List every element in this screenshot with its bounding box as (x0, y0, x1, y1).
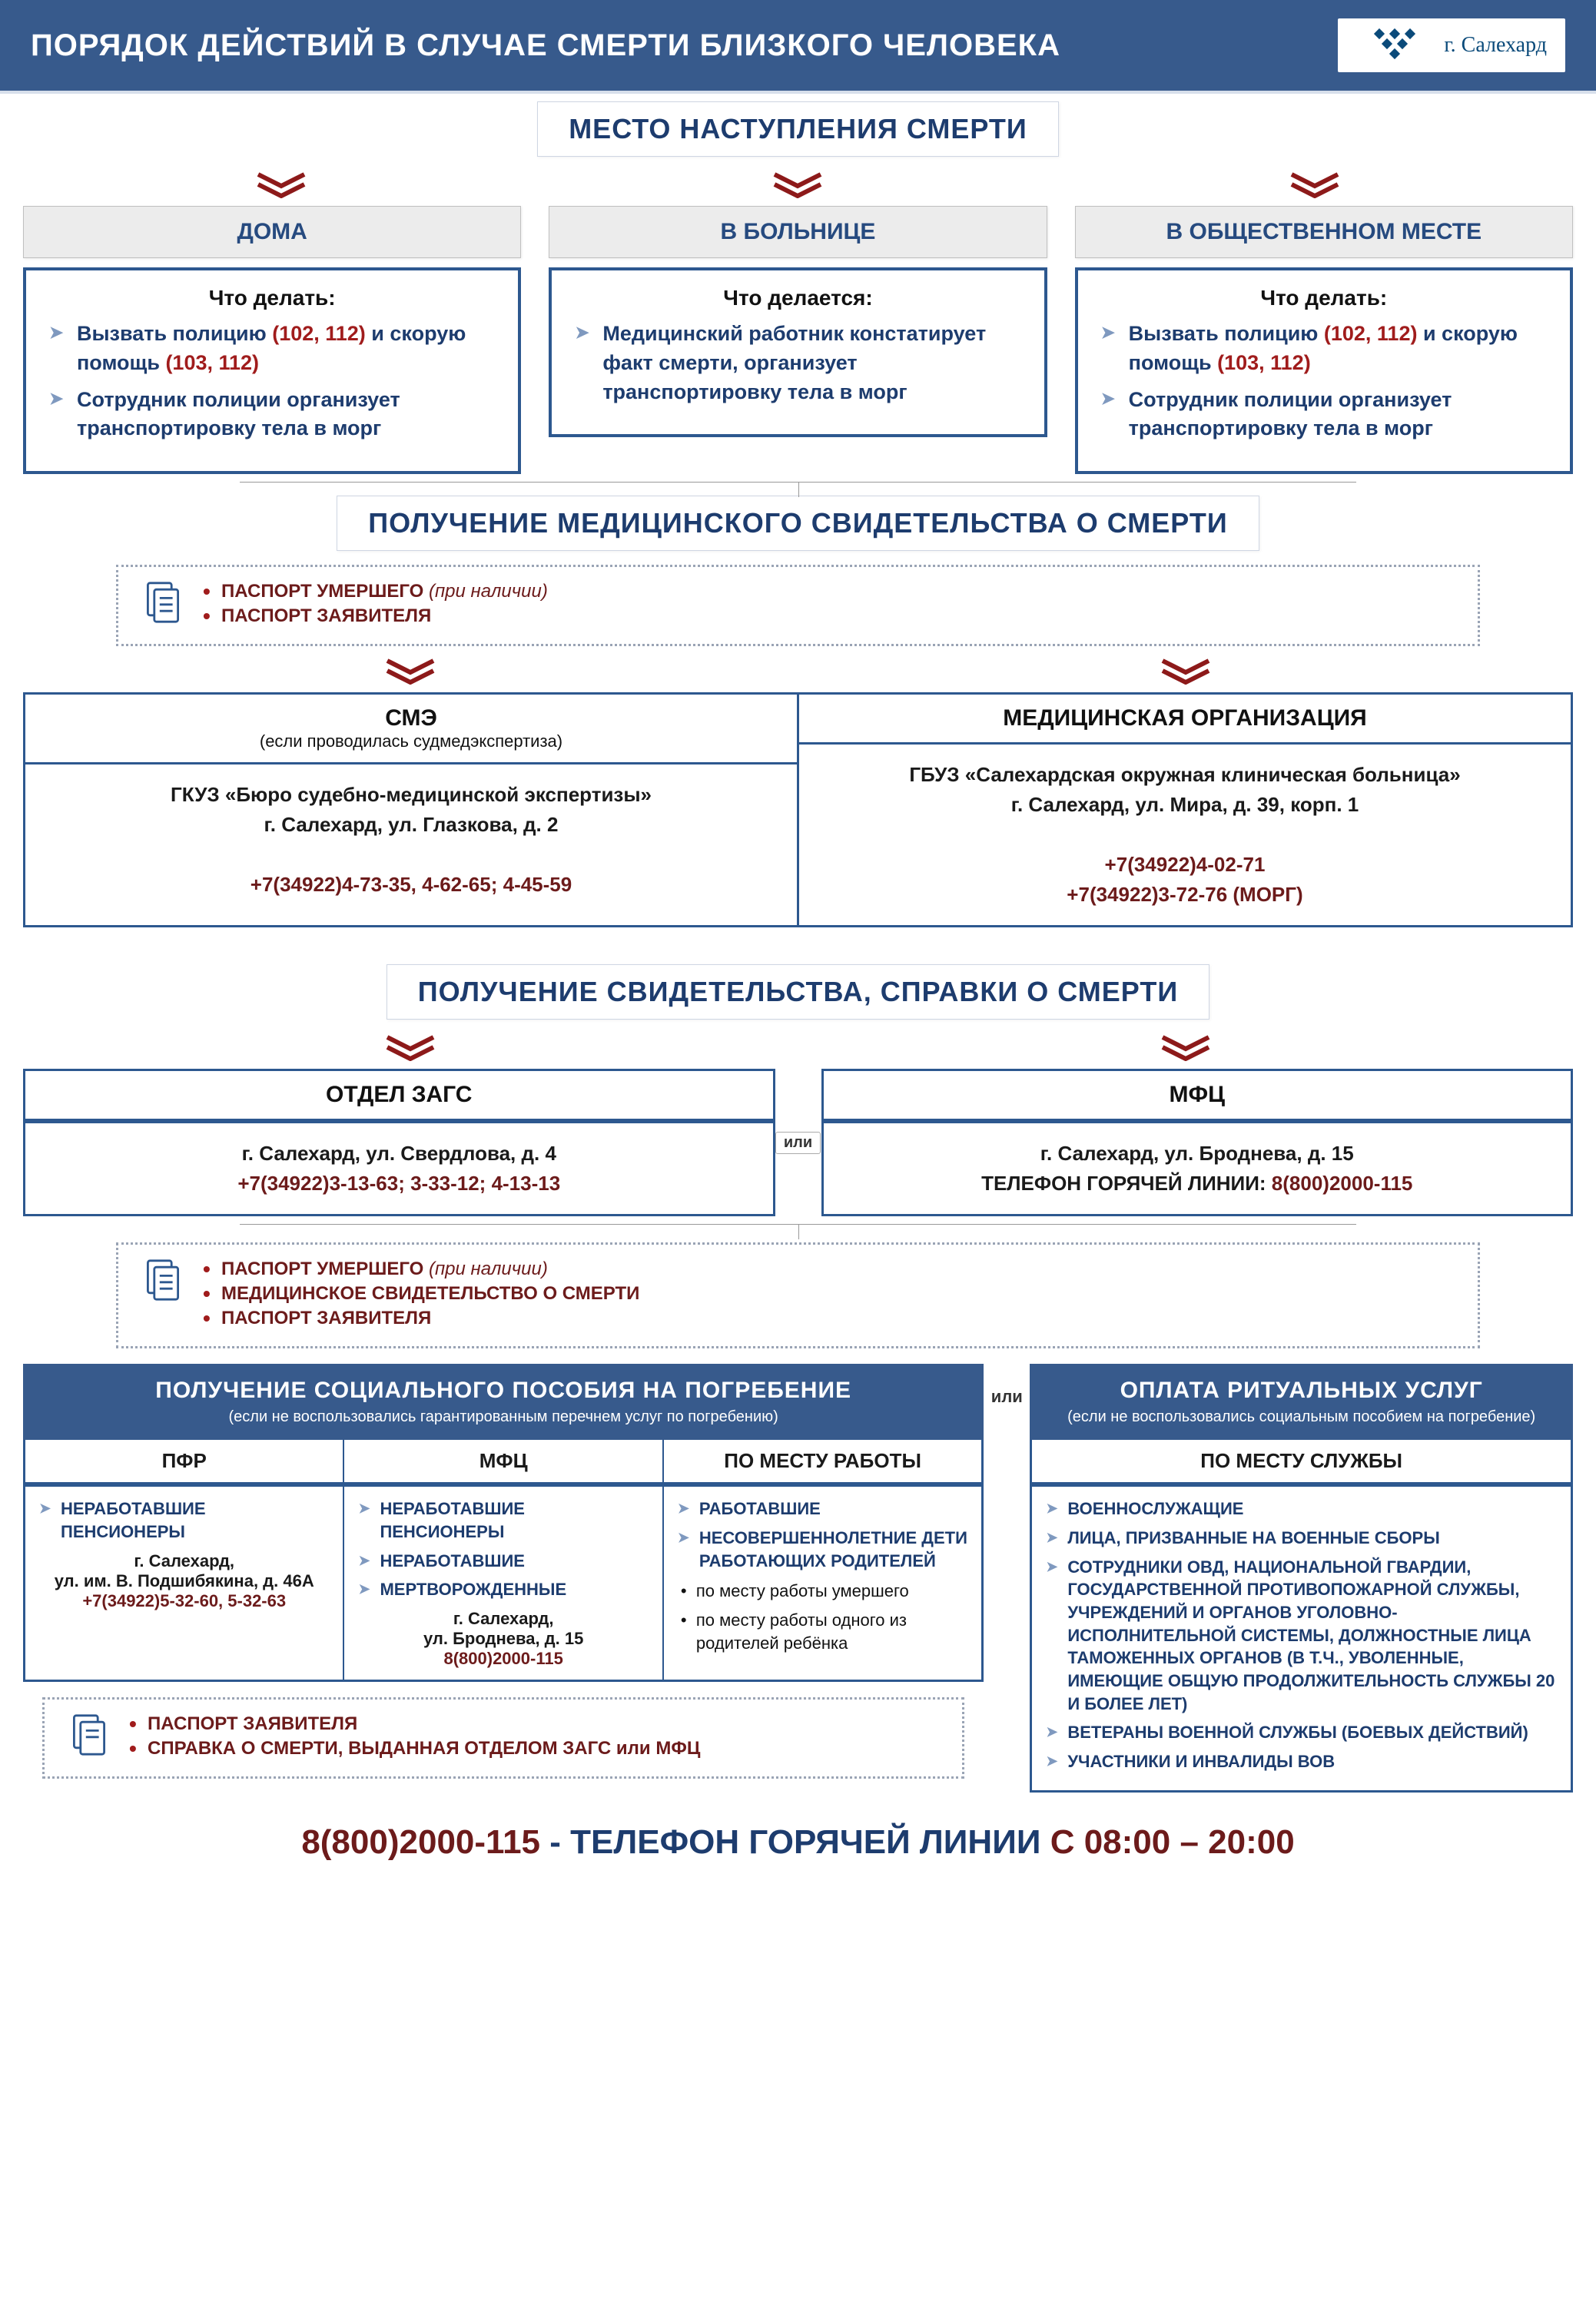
benefit-note: по месту работы умершего (678, 1580, 967, 1603)
benefit-item: РАБОТАВШИЕ (678, 1497, 967, 1521)
benefit-col-head: ПФР (25, 1440, 343, 1487)
org-head: ОТДЕЛ ЗАГС (25, 1071, 773, 1123)
logo-icon (1356, 26, 1433, 65)
city-label: г. Салехард (1444, 33, 1547, 58)
benefit-col-body: НЕРАБОТАВШИЕ ПЕНСИОНЕРЫ г. Салехард,ул. … (25, 1487, 343, 1621)
action-item: Медицинский работник констатирует факт с… (575, 320, 1020, 406)
chevron-down-icon (1159, 657, 1213, 685)
hotline-hours: С 08:00 – 20:00 (1050, 1823, 1295, 1861)
docs-box-1: ПАСПОРТ УМЕРШЕГО (при наличии) ПАСПОРТ ЗА… (116, 565, 1480, 646)
doc-item: ПАСПОРТ УМЕРШЕГО (при наличии) (203, 1259, 639, 1280)
doc-item: ПАСПОРТ ЗАЯВИТЕЛЯ (203, 1308, 639, 1329)
document-icon (68, 1713, 111, 1756)
ritual-title: ОПЛАТА РИТУАЛЬНЫХ УСЛУГ (1045, 1378, 1558, 1404)
service-item: ВОЕННОСЛУЖАЩИЕ (1046, 1497, 1557, 1521)
action-box: Что делать: Вызвать полицию (102, 112) и… (1075, 267, 1573, 474)
benefit-addr: г. Салехард,ул. им. В. Подшибякина, д. 4… (39, 1551, 329, 1611)
ritual-header: ОПЛАТА РИТУАЛЬНЫХ УСЛУГ (если не восполь… (1030, 1364, 1573, 1440)
action-item: Сотрудник полиции организует транспортир… (49, 386, 495, 444)
action-sub: Что делать: (1101, 286, 1547, 310)
org-body: ГКУЗ «Бюро судебно-медицинской экспертиз… (25, 764, 797, 915)
chevron-down-icon (254, 171, 308, 198)
benefit-col-head: МФЦ (344, 1440, 662, 1487)
social-benefit-sub: (если не воспользовались гарантированным… (38, 1408, 968, 1426)
action-sub: Что делается: (575, 286, 1020, 310)
service-place-head: ПО МЕСТУ СЛУЖБЫ (1032, 1440, 1571, 1487)
connector (178, 1216, 1418, 1232)
footer-hotline: 8(800)2000-115 - ТЕЛЕФОН ГОРЯЧЕЙ ЛИНИИ С… (23, 1823, 1573, 1862)
benefit-item: НЕРАБОТАВШИЕ ПЕНСИОНЕРЫ (39, 1497, 329, 1543)
action-box: Что делается: Медицинский работник конст… (549, 267, 1047, 437)
connector (178, 474, 1418, 489)
org-head: МФЦ (824, 1071, 1571, 1123)
doc-item: ПАСПОРТ УМЕРШЕГО (при наличии) (203, 581, 548, 602)
service-item: УЧАСТНИКИ И ИНВАЛИДЫ ВОВ (1046, 1750, 1557, 1773)
benefit-item: НЕРАБОТАВШИЕ ПЕНСИОНЕРЫ (358, 1497, 648, 1543)
social-benefit-title: ПОЛУЧЕНИЕ СОЦИАЛЬНОГО ПОСОБИЯ НА ПОГРЕБЕ… (38, 1378, 968, 1404)
benefit-col-body: НЕРАБОТАВШИЕ ПЕНСИОНЕРЫ НЕРАБОТАВШИЕ МЕРТВ… (344, 1487, 662, 1680)
org-table-1: СМЭ(если проводилась судмедэкспертиза) Г… (23, 692, 1573, 927)
action-item: Вызвать полицию (102, 112) и скорую помо… (1101, 320, 1547, 378)
org-body: г. Салехард, ул. Свердлова, д. 4+7(34922… (25, 1123, 773, 1214)
page-title: ПОРЯДОК ДЕЙСТВИЙ В СЛУЧАЕ СМЕРТИ БЛИЗКОГ… (31, 28, 1060, 63)
action-box: Что делать: Вызвать полицию (102, 112) и… (23, 267, 521, 474)
hotline-phone: 8(800)2000-115 (301, 1823, 540, 1861)
chevron-down-icon (383, 657, 437, 685)
chevron-down-icon (771, 171, 825, 198)
location-head: ДОМА (23, 206, 521, 258)
or-label: или (991, 1387, 1023, 1407)
social-benefit-header: ПОЛУЧЕНИЕ СОЦИАЛЬНОГО ПОСОБИЯ НА ПОГРЕБЕ… (23, 1364, 984, 1440)
location-head: В ОБЩЕСТВЕННОМ МЕСТЕ (1075, 206, 1573, 258)
ritual-sub: (если не воспользовались социальным посо… (1045, 1408, 1558, 1426)
service-item: СОТРУДНИКИ ОВД, НАЦИОНАЛЬНОЙ ГВАРДИИ, ГО… (1046, 1556, 1557, 1716)
action-item: Сотрудник полиции организует транспортир… (1101, 386, 1547, 444)
document-icon (141, 581, 184, 624)
benefit-col-head: ПО МЕСТУ РАБОТЫ (664, 1440, 981, 1487)
chevron-down-icon (1159, 1033, 1213, 1061)
section-3-title: ПОЛУЧЕНИЕ СВИДЕТЕЛЬСТВА, СПРАВКИ О СМЕРТ… (387, 964, 1209, 1020)
service-item: ВЕТЕРАНЫ ВОЕННОЙ СЛУЖБЫ (БОЕВЫХ ДЕЙСТВИЙ… (1046, 1721, 1557, 1744)
benefit-note: по месту работы одного из родителей ребё… (678, 1609, 967, 1654)
org-body: г. Салехард, ул. Броднева, д. 15ТЕЛЕФОН … (824, 1123, 1571, 1214)
action-sub: Что делать: (49, 286, 495, 310)
action-item: Вызвать полицию (102, 112) и скорую помо… (49, 320, 495, 378)
benefit-addr: г. Салехард,ул. Броднева, д. 158(800)200… (358, 1609, 648, 1669)
service-item: ЛИЦА, ПРИЗВАННЫЕ НА ВОЕННЫЕ СБОРЫ (1046, 1527, 1557, 1550)
section-1-title: МЕСТО НАСТУПЛЕНИЯ СМЕРТИ (537, 101, 1059, 157)
city-wrap: г. Салехард (1338, 18, 1565, 72)
docs-box-3: ПАСПОРТ ЗАЯВИТЕЛЯ СПРАВКА О СМЕРТИ, ВЫДАН… (42, 1697, 964, 1779)
location-head: В БОЛЬНИЦЕ (549, 206, 1047, 258)
benefit-item: НЕРАБОТАВШИЕ (358, 1550, 648, 1573)
chevron-down-icon (1288, 171, 1342, 198)
doc-item: ПАСПОРТ ЗАЯВИТЕЛЯ (129, 1713, 700, 1735)
or-label: или (775, 1132, 821, 1154)
org-head: СМЭ(если проводилась судмедэкспертиза) (25, 695, 797, 764)
org-head: МЕДИЦИНСКАЯ ОРГАНИЗАЦИЯ (799, 695, 1571, 745)
hotline-text: - ТЕЛЕФОН ГОРЯЧЕЙ ЛИНИИ (540, 1823, 1050, 1861)
doc-item: ПАСПОРТ ЗАЯВИТЕЛЯ (203, 605, 548, 627)
chevron-down-icon (383, 1033, 437, 1061)
benefit-item: НЕСОВЕРШЕННОЛЕТНИЕ ДЕТИ РАБОТАЮЩИХ РОДИТ… (678, 1527, 967, 1572)
header-bar: ПОРЯДОК ДЕЙСТВИЙ В СЛУЧАЕ СМЕРТИ БЛИЗКОГ… (0, 0, 1596, 94)
document-icon (141, 1259, 184, 1302)
doc-item: МЕДИЦИНСКОЕ СВИДЕТЕЛЬСТВО О СМЕРТИ (203, 1283, 639, 1305)
org-body: ГБУЗ «Салехардская окружная клиническая … (799, 745, 1571, 925)
section-2-title: ПОЛУЧЕНИЕ МЕДИЦИНСКОГО СВИДЕТЕЛЬСТВА О С… (337, 496, 1259, 551)
docs-box-2: ПАСПОРТ УМЕРШЕГО (при наличии) МЕДИЦИНСКО… (116, 1242, 1480, 1348)
doc-item: СПРАВКА О СМЕРТИ, ВЫДАННАЯ ОТДЕЛОМ ЗАГС … (129, 1738, 700, 1759)
benefit-col-body: РАБОТАВШИЕ НЕСОВЕРШЕННОЛЕТНИЕ ДЕТИ РАБОТА… (664, 1487, 981, 1671)
benefit-item: МЕРТВОРОЖДЕННЫЕ (358, 1578, 648, 1601)
